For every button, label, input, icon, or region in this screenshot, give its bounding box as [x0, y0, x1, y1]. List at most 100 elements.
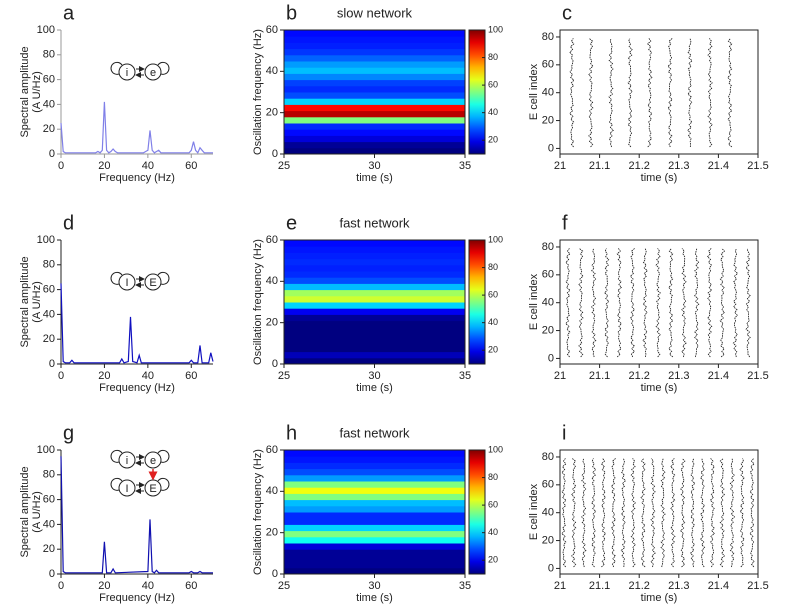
heatmap-cell [284, 314, 465, 322]
spike-burst [616, 248, 622, 358]
panel-title: fast network [339, 215, 410, 230]
self-loop [110, 271, 123, 285]
heatmap-cell [284, 30, 465, 37]
spike-burst [629, 248, 636, 358]
heatmap-cell [284, 271, 465, 278]
x-tick-label: 21.5 [747, 160, 768, 172]
x-tick-label: 20 [98, 580, 110, 592]
y-tick-label: 20 [542, 534, 554, 546]
spike-burst [749, 458, 755, 568]
x-axis-label: Frequency (Hz) [99, 592, 175, 604]
spike-burst [745, 248, 751, 358]
population-label: i [126, 455, 128, 467]
x-tick-label: 21.2 [628, 580, 649, 592]
y-tick-label: 40 [542, 297, 554, 309]
heatmap-cell [284, 561, 465, 569]
y-tick-label: 40 [542, 87, 554, 99]
spike-burst [630, 458, 636, 568]
spike-burst [600, 458, 607, 568]
y-tick-label: 80 [542, 451, 554, 463]
spectrum-line [60, 283, 214, 364]
panel-title: slow network [337, 5, 413, 20]
spike-burst [591, 248, 597, 358]
y-axis-label: Spectral amplitude [19, 46, 31, 137]
heatmap-cell [284, 73, 465, 81]
y-tick-label: 60 [43, 494, 55, 506]
x-tick-label: 60 [185, 580, 197, 592]
self-loop [110, 449, 123, 463]
y-axis-label: (A U/Hz) [31, 71, 43, 113]
y-axis-label: E cell index [528, 483, 540, 540]
heatmap-cell [284, 264, 465, 272]
heatmap-cell [284, 104, 465, 112]
colorbar-tick-label: 20 [488, 345, 498, 355]
self-loop [157, 271, 170, 285]
heatmap-cell [284, 351, 465, 359]
spike-burst [565, 248, 571, 358]
heatmap-cell [284, 487, 465, 494]
spectrum-line [60, 456, 213, 574]
heatmap-cell [284, 135, 465, 143]
y-tick-label: 0 [49, 358, 55, 370]
x-tick-label: 21.4 [708, 580, 729, 592]
spike-burst [681, 248, 687, 358]
heatmap-cell [284, 61, 465, 68]
y-tick-label: 40 [266, 275, 278, 287]
spike-burst [581, 458, 587, 568]
y-tick-label: 0 [272, 568, 278, 580]
colorbar-tick-label: 60 [488, 289, 498, 299]
heatmap-cell [284, 295, 465, 303]
heatmap-cell [284, 481, 465, 488]
y-axis-label: Spectral amplitude [19, 466, 31, 557]
y-tick-label: 60 [542, 269, 554, 281]
heatmap-cell [284, 543, 465, 550]
spike-burst [608, 38, 614, 148]
heatmap-cell [284, 549, 465, 556]
y-tick-label: 100 [37, 444, 55, 456]
population-label: E [149, 483, 156, 495]
heatmap-cell [284, 277, 465, 284]
self-loop [157, 477, 170, 491]
heatmap-cell [284, 48, 465, 56]
population-label: E [149, 277, 156, 289]
panel-letter: h [286, 422, 297, 444]
heatmap-cell [284, 555, 465, 563]
x-axis-label: time (s) [641, 172, 678, 184]
x-tick-label: 60 [185, 160, 197, 172]
spike-burst [650, 458, 656, 568]
heatmap-cell [284, 518, 465, 525]
heatmap-cell [284, 302, 465, 309]
heatmap-cell [284, 98, 465, 105]
heatmap-cell [284, 252, 465, 260]
x-axis-label: Frequency (Hz) [99, 382, 175, 394]
spike-burst [627, 38, 633, 148]
colorbar-tick-label: 40 [488, 107, 498, 117]
x-axis-label: Frequency (Hz) [99, 172, 175, 184]
x-tick-label: 0 [58, 160, 64, 172]
heatmap-cell [284, 116, 465, 124]
spike-burst [571, 458, 577, 568]
heatmap-cell [284, 42, 465, 50]
heatmap-cell [284, 308, 465, 315]
y-tick-label: 20 [266, 317, 278, 329]
heatmap-cell [284, 129, 465, 136]
spike-burst [667, 38, 673, 148]
population-label: e [150, 455, 156, 467]
y-tick-label: 40 [43, 308, 55, 320]
heatmap-cell [284, 320, 465, 328]
y-tick-label: 60 [266, 444, 278, 456]
colorbar-tick-label: 20 [488, 555, 498, 565]
spike-burst [642, 248, 648, 358]
spike-burst [655, 248, 661, 358]
heatmap-cell [284, 110, 465, 118]
x-tick-label: 21.3 [668, 370, 689, 382]
y-tick-label: 80 [43, 259, 55, 271]
spike-burst [561, 458, 567, 568]
x-axis-label: time (s) [641, 382, 678, 394]
y-tick-label: 20 [43, 543, 55, 555]
panel-letter: f [562, 212, 568, 234]
x-tick-label: 21.4 [708, 370, 729, 382]
x-tick-label: 35 [459, 580, 471, 592]
spike-burst [660, 458, 666, 568]
y-tick-label: 0 [548, 142, 554, 154]
